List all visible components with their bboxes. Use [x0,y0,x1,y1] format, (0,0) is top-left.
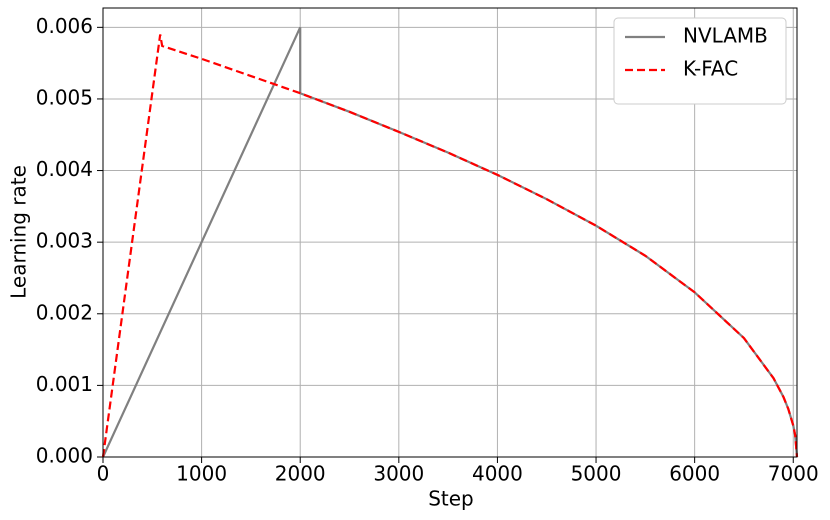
x-tick-label: 6000 [669,462,720,486]
x-tick-label: 4000 [472,462,523,486]
legend-label: K-FAC [683,57,738,81]
y-tick-label: 0.005 [36,85,93,109]
y-tick-label: 0.002 [36,300,93,324]
plot-frame [102,7,798,458]
legend-label: NVLAMB [683,24,768,48]
y-tick-label: 0.006 [36,14,93,38]
line [101,34,799,458]
y-tick-label: 0.000 [36,444,93,468]
x-axis-label: Step [428,487,474,511]
x-tick-label: 2000 [275,462,326,486]
y-tick-label: 0.004 [36,157,93,181]
x-tick-label: 1000 [176,462,227,486]
x-tick-label: 5000 [571,462,622,486]
y-tick-label: 0.001 [36,372,93,396]
x-tick-label: 3000 [373,462,424,486]
y-tick-label: 0.003 [36,229,93,253]
y-axis-label: Learning rate [7,165,31,299]
x-tick-label: 0 [97,462,110,486]
x-tick-label: 7000 [768,462,819,486]
legend-box [613,17,787,105]
